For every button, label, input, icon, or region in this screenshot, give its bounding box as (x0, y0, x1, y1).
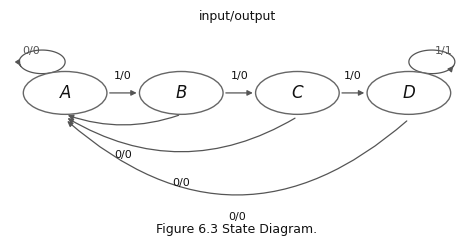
Text: 1/0: 1/0 (114, 71, 132, 81)
Text: 0/0: 0/0 (228, 212, 246, 222)
Circle shape (139, 71, 223, 114)
Circle shape (367, 71, 451, 114)
Circle shape (255, 71, 339, 114)
Text: 1/0: 1/0 (344, 71, 362, 81)
Text: Figure 6.3 State Diagram.: Figure 6.3 State Diagram. (156, 223, 318, 236)
Text: 0/0: 0/0 (22, 46, 39, 56)
Text: 0/0: 0/0 (114, 150, 132, 160)
Text: D: D (402, 84, 415, 102)
Text: C: C (292, 84, 303, 102)
Text: 0/0: 0/0 (173, 178, 190, 188)
Text: A: A (59, 84, 71, 102)
Text: 1/0: 1/0 (230, 71, 248, 81)
Text: input/output: input/output (199, 9, 275, 23)
Text: 1/1: 1/1 (435, 46, 452, 56)
Text: B: B (175, 84, 187, 102)
Circle shape (23, 71, 107, 114)
